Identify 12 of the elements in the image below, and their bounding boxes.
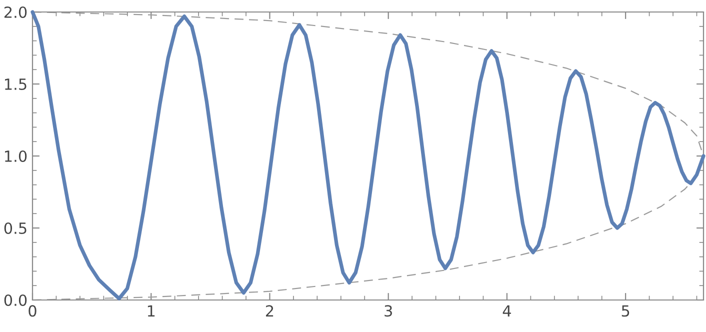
x-tick-label: 5 [622, 305, 630, 317]
y-tick-label: 2.0 [4, 6, 27, 18]
x-tick-label: 4 [502, 305, 511, 316]
x-tick-label: 0 [28, 305, 36, 317]
y-tick-label: 0.5 [4, 222, 26, 234]
x-tick-label: 1 [148, 305, 155, 316]
y-tick-label: 0.0 [4, 294, 27, 306]
y-tick-label: 1.0 [5, 150, 27, 162]
line-series [30, 10, 706, 300]
x-tick-label: 3 [384, 305, 392, 317]
x-tick-label: 2 [266, 305, 274, 316]
y-tick-label: 1.5 [5, 78, 26, 90]
